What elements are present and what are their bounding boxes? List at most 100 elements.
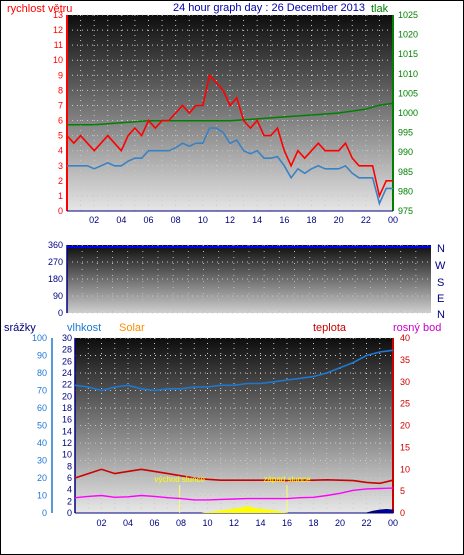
temperature-line [74, 468, 394, 485]
dir-label-n-top: N [437, 243, 445, 255]
wind-x-tick-label: 12 [225, 215, 235, 225]
temperature-y-tick-label: 20 [400, 421, 410, 431]
temperature-y-tick-label: 0 [400, 508, 405, 518]
sunrise-label: východ slunce [154, 475, 205, 484]
wind-gust-line [66, 73, 393, 199]
direction-y-tick-label: 0 [58, 308, 63, 318]
pressure-y-tick-label: 975 [398, 206, 413, 216]
wind-x-tick-label: 06 [143, 215, 153, 225]
rain-y-tick-label: 0 [67, 508, 72, 518]
climate-x-tick-label: 02 [96, 518, 106, 528]
wind-x-tick-label: 08 [171, 215, 181, 225]
rain-y-tick-label: 4 [67, 485, 72, 495]
wind-x-tick-label: 02 [89, 215, 99, 225]
dir-label-n-bottom: N [437, 309, 445, 321]
wind-y-tick-label: 3 [58, 161, 63, 171]
temperature-y-tick-label: 5 [400, 486, 405, 496]
rain-axis-title: srážky [4, 322, 36, 334]
wind-y-tick-label: 9 [58, 70, 63, 80]
climate-x-tick-label: 00 [388, 518, 398, 528]
wind-y-tick-label: 13 [53, 10, 63, 20]
humidity-y-tick-label: 10 [37, 491, 47, 501]
pressure-y-tick-label: 1025 [398, 10, 418, 20]
temperature-y-tick-label: 25 [400, 399, 410, 409]
rain-y-tick-label: 14 [62, 426, 72, 436]
wind-panel-bg [67, 15, 393, 211]
rain-y-tick-label: 6 [67, 473, 72, 483]
dir-label-e: E [437, 293, 444, 305]
direction-panel-bg [67, 245, 431, 313]
wind-y-tick-label: 8 [58, 85, 63, 95]
pressure-y-tick-label: 985 [398, 167, 413, 177]
wind-y-tick-label: 6 [58, 116, 63, 126]
humidity-line [74, 349, 394, 392]
pressure-y-tick-label: 1020 [398, 30, 418, 40]
chart-title: 24 hour graph day : 26 December 2013 [173, 2, 365, 14]
humidity-y-tick-label: 70 [37, 386, 47, 396]
climate-x-tick-label: 16 [282, 518, 292, 528]
humidity-y-tick-label: 60 [37, 403, 47, 413]
rain-y-tick-label: 12 [62, 438, 72, 448]
wind-x-tick-label: 04 [116, 215, 126, 225]
humidity-y-tick-label: 50 [37, 421, 47, 431]
wind-avg-line [67, 127, 393, 206]
rain-y-tick-label: 10 [62, 450, 72, 460]
direction-y-tick-label: 270 [48, 257, 63, 267]
wind-y-tick-label: 7 [58, 100, 63, 110]
wind-y-tick-label: 1 [58, 191, 63, 201]
pressure-y-tick-label: 1015 [398, 49, 418, 59]
temperature-y-tick-label: 30 [400, 377, 410, 387]
solar-area [200, 506, 287, 513]
temperature-y-tick-label: 15 [400, 442, 410, 452]
dir-label-s: S [437, 277, 444, 289]
wind-y-tick-label: 4 [58, 146, 63, 156]
sunset-label: západ slunce [263, 475, 311, 484]
rain-y-tick-label: 18 [62, 403, 72, 413]
climate-x-tick-label: 04 [123, 518, 133, 528]
humidity-axis-title: vlhkost [67, 322, 101, 334]
wind-x-tick-label: 14 [252, 215, 262, 225]
dewpoint-line [74, 487, 394, 501]
climate-x-tick-label: 22 [361, 518, 371, 528]
rain-y-tick-label: 28 [62, 345, 72, 355]
wind-x-tick-label: 16 [279, 215, 289, 225]
climate-x-tick-label: 06 [149, 518, 159, 528]
climate-x-tick-label: 12 [229, 518, 239, 528]
pressure-y-tick-label: 995 [398, 128, 413, 138]
wind-x-tick-label: 18 [306, 215, 316, 225]
pressure-axis-title: tlak [371, 3, 389, 15]
rain-y-tick-label: 26 [62, 356, 72, 366]
rain-y-tick-label: 20 [62, 391, 72, 401]
series-layer [66, 73, 431, 514]
climate-x-tick-label: 18 [308, 518, 318, 528]
wind-y-tick-label: 11 [54, 40, 63, 50]
rain-y-tick-label: 16 [62, 415, 72, 425]
rain-y-tick-label: 8 [67, 461, 72, 471]
direction-y-tick-label: 180 [48, 274, 63, 284]
rain-y-tick-label: 30 [62, 333, 72, 343]
wind-x-tick-label: 20 [334, 215, 344, 225]
humidity-y-tick-label: 90 [37, 351, 47, 361]
humidity-y-tick-label: 30 [37, 456, 47, 466]
pressure-y-tick-label: 990 [398, 147, 413, 157]
axes [51, 15, 394, 514]
climate-x-tick-label: 14 [255, 518, 265, 528]
direction-y-tick-label: 360 [48, 240, 63, 250]
climate-x-tick-label: 10 [202, 518, 212, 528]
humidity-y-tick-label: 0 [42, 508, 47, 518]
wind-axis-title: rychlost větru [7, 3, 72, 15]
wind-x-tick-label: 22 [361, 215, 371, 225]
climate-x-tick-label: 08 [176, 518, 186, 528]
wind-y-tick-label: 5 [58, 131, 63, 141]
temperature-y-tick-label: 40 [400, 333, 410, 343]
solar-axis-title: Solar [119, 322, 145, 334]
rain-y-tick-label: 24 [62, 368, 72, 378]
rain-area [366, 508, 394, 514]
pressure-y-tick-label: 980 [398, 186, 413, 196]
humidity-y-tick-label: 20 [37, 473, 47, 483]
direction-y-tick-label: 90 [53, 291, 63, 301]
pressure-y-tick-label: 1000 [398, 108, 418, 118]
wind-y-tick-label: 2 [58, 176, 63, 186]
